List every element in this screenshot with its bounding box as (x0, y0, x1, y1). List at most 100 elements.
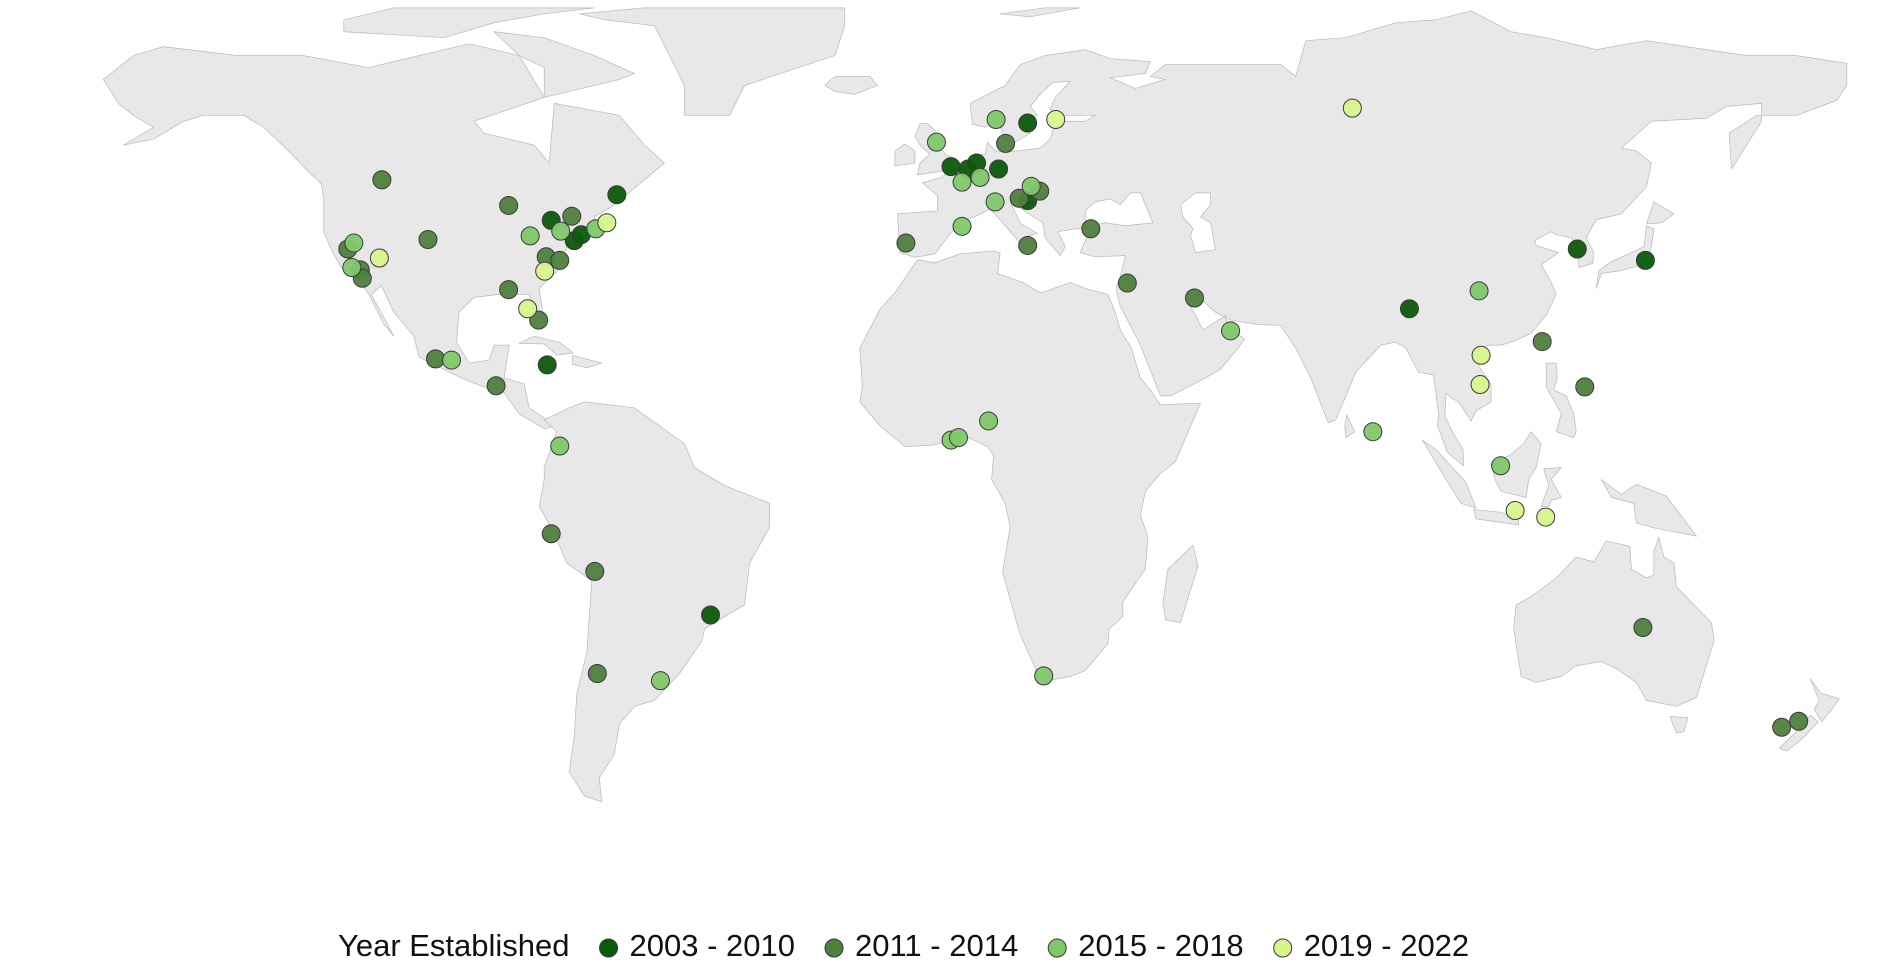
tasmania (1670, 716, 1688, 733)
points (338, 98, 1809, 737)
legend-marker (1047, 938, 1067, 958)
sri-lanka (1345, 415, 1355, 438)
location-point (1117, 273, 1137, 293)
hokkaido (1646, 202, 1674, 224)
location-point (1772, 717, 1792, 737)
location-point (1399, 299, 1419, 319)
location-point (1470, 375, 1490, 395)
legend-marker (599, 938, 619, 958)
legend-label: 2011 - 2014 (855, 928, 1018, 963)
land (103, 8, 1846, 802)
legend: Year Established 2003 - 2010 2011 - 2014 2… (338, 928, 1469, 963)
location-point (499, 195, 519, 215)
legend-label: 2019 - 2022 (1304, 928, 1469, 963)
location-point (979, 411, 999, 431)
location-point (1034, 666, 1054, 686)
location-point (1184, 288, 1204, 308)
location-point (344, 233, 364, 253)
location-point (1021, 176, 1041, 196)
location-point (550, 250, 570, 270)
location-point (550, 436, 570, 456)
caspian-sea (1180, 193, 1215, 253)
south-america (539, 402, 769, 802)
location-point (896, 233, 916, 253)
location-point (1491, 456, 1511, 476)
location-point (1575, 377, 1595, 397)
greenland (579, 8, 845, 115)
new-zealand-north (1810, 679, 1839, 722)
java (1474, 509, 1519, 525)
location-point (1363, 422, 1383, 442)
location-point (1536, 507, 1556, 527)
arctic-islands (344, 8, 595, 38)
location-point (418, 229, 438, 249)
iceland (825, 76, 878, 94)
new-guinea (1601, 479, 1696, 536)
ireland (895, 144, 915, 166)
location-point (952, 172, 972, 192)
legend-marker (1273, 938, 1293, 958)
location-point (585, 561, 605, 581)
location-point (562, 206, 582, 226)
location-point (1469, 281, 1489, 301)
philippines (1546, 363, 1576, 438)
location-point (985, 192, 1005, 212)
location-point (551, 221, 571, 241)
location-point (1018, 235, 1038, 255)
sumatra (1422, 440, 1476, 508)
location-point (1081, 219, 1101, 239)
location-point (520, 226, 540, 246)
location-point (1635, 250, 1655, 270)
location-point (1018, 113, 1038, 133)
baffin-island (494, 32, 634, 98)
location-point (587, 663, 607, 683)
location-point (1505, 501, 1525, 521)
location-point (342, 258, 362, 278)
location-point (607, 185, 627, 205)
location-point (1221, 321, 1241, 341)
madagascar (1163, 545, 1198, 623)
black-sea (1085, 193, 1153, 227)
location-point (1532, 332, 1552, 352)
legend-label: 2015 - 2018 (1078, 928, 1243, 963)
legend-title: Year Established (338, 928, 570, 963)
location-point (1046, 109, 1066, 129)
location-point (499, 280, 519, 300)
location-point (442, 350, 462, 370)
location-point (989, 159, 1009, 179)
location-point (486, 376, 506, 396)
location-point (1342, 98, 1362, 118)
location-point (941, 157, 961, 177)
location-point (996, 133, 1016, 153)
location-point (986, 109, 1006, 129)
location-point (369, 248, 389, 268)
location-point (597, 213, 617, 233)
legend-marker (824, 938, 844, 958)
location-point (1789, 711, 1809, 731)
location-point (1471, 345, 1491, 365)
hispaniola (572, 355, 602, 368)
location-point (372, 170, 392, 190)
location-point (1009, 188, 1029, 208)
location-point (518, 299, 538, 319)
location-point (535, 261, 555, 281)
cuba (519, 336, 573, 355)
location-point (1633, 618, 1653, 638)
africa (860, 251, 1201, 681)
location-point (1567, 239, 1587, 259)
svalbard (1000, 8, 1080, 17)
australia (1514, 537, 1714, 706)
location-point (926, 132, 946, 152)
location-point (425, 349, 445, 369)
location-point (970, 167, 990, 187)
location-point (541, 524, 561, 544)
location-point (949, 428, 969, 448)
location-point (952, 216, 972, 236)
honshu (1596, 226, 1654, 289)
location-point (701, 605, 721, 625)
sulawesi (1541, 468, 1561, 507)
north-america (103, 44, 664, 429)
borneo (1491, 432, 1541, 498)
location-point (650, 671, 670, 691)
